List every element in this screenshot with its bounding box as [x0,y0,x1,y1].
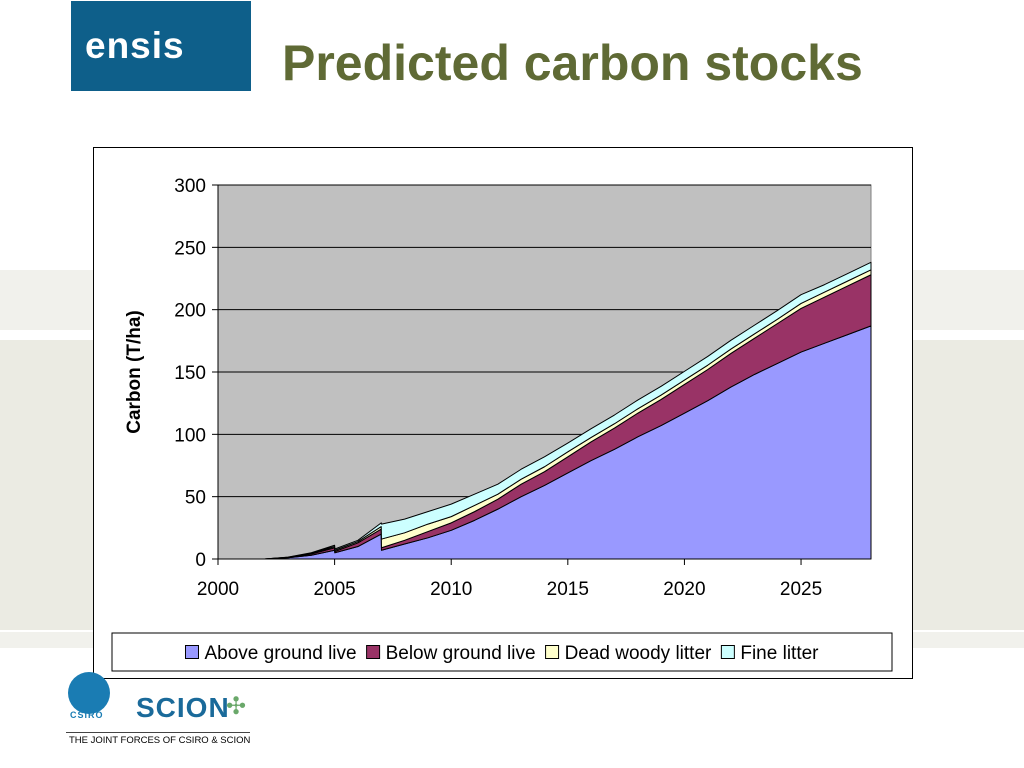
csiro-logo-icon [68,672,110,714]
x-tick-label: 2000 [197,579,239,600]
legend-label: Dead woody litter [565,643,712,664]
y-tick-label: 0 [195,550,206,571]
y-tick-label: 50 [185,488,206,509]
partner-logos: CSIRO SCION ✣ THE JOINT FORCES OF CSIRO … [66,670,256,750]
logo-text: ensis [85,25,185,66]
x-tick-label: 2010 [430,579,472,600]
x-tick-label: 2015 [547,579,589,600]
legend-label: Above ground live [204,643,356,664]
y-axis-label: Carbon (T/ha) [124,310,145,434]
legend-swatch [366,645,381,659]
x-tick-label: 2005 [313,579,355,600]
carbon-area-chart: 0 50 100 150 200 250 300 2000 2005 2010 2015 2020 20… [111,176,893,672]
scion-leaf-icon: ✣ [226,693,247,720]
footer-divider [66,732,250,733]
y-tick-label: 200 [174,301,206,322]
legend-label: Fine litter [740,643,819,664]
legend-swatch [545,645,560,659]
y-tick-label: 150 [174,363,206,384]
legend-label: Below ground live [386,643,536,664]
footer-tagline: THE JOINT FORCES OF CSIRO & SCION [69,735,251,746]
chart-frame: 0 50 100 150 200 250 300 2000 2005 2010 2015 2020 20… [93,147,913,679]
y-tick-label: 250 [174,238,206,259]
y-tick-label: 100 [174,425,206,446]
page-title: Predicted carbon stocks [282,35,863,91]
scion-logo-text: SCION [136,692,230,723]
x-tick-label: 2020 [663,579,705,600]
legend-box [111,632,893,672]
legend-swatch [720,645,735,659]
csiro-logo-text: CSIRO [70,710,104,720]
area-series-fine-litter [217,261,872,560]
legend-swatch [184,645,199,659]
y-tick-label: 300 [174,176,206,197]
x-tick-label: 2025 [780,579,822,600]
ensis-logo: ensis [71,1,251,91]
